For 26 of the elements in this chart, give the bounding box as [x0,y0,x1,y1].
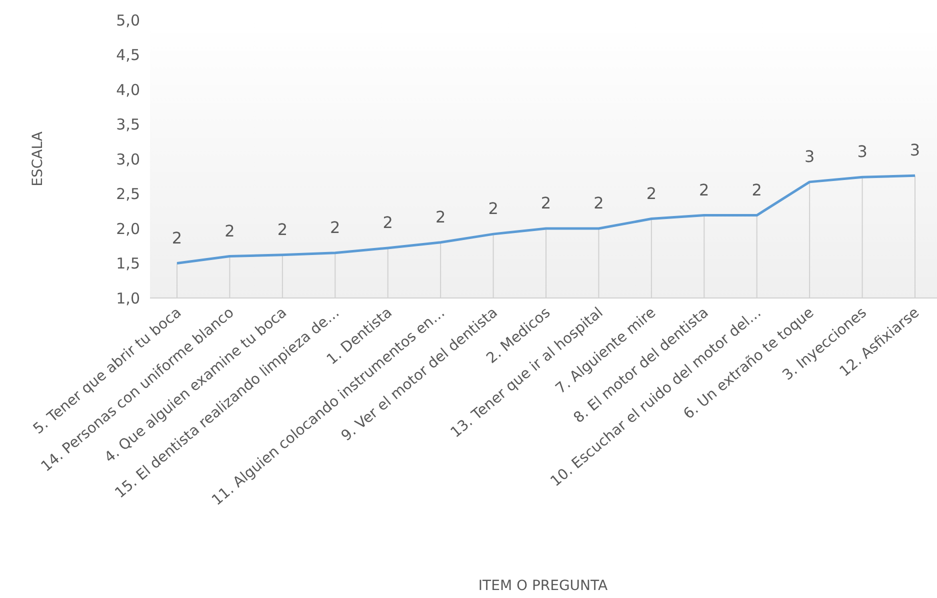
y-tick-label: 4,5 [116,46,140,64]
data-label: 2 [594,194,604,212]
x-axis-title: ITEM O PREGUNTA [478,578,608,594]
data-label: 2 [540,194,552,212]
data-label: 3 [804,146,815,166]
data-label: 2 [488,199,498,218]
data-label: 2 [752,180,762,200]
data-label: 2 [699,180,710,200]
data-label: 2 [172,228,182,248]
data-label: 2 [330,218,340,237]
y-tick-label: 3,0 [116,150,140,168]
data-label: 2 [435,207,446,226]
y-tick-label: 1,0 [116,289,140,308]
data-label: 2 [646,184,657,203]
y-tick-label: 5,0 [116,11,140,30]
y-tick-label: 2,5 [116,185,140,203]
y-axis-title: ESCALA [30,131,46,186]
data-label: 2 [277,220,288,239]
y-tick-label: 1,5 [116,254,140,272]
y-tick-label: 3,5 [116,116,140,134]
y-tick-label: 4,0 [116,80,140,99]
data-label: 3 [857,142,868,162]
data-label: 2 [382,212,393,232]
y-tick-label: 2,0 [116,220,140,238]
data-label: 3 [910,140,920,160]
data-label: 2 [224,221,235,240]
